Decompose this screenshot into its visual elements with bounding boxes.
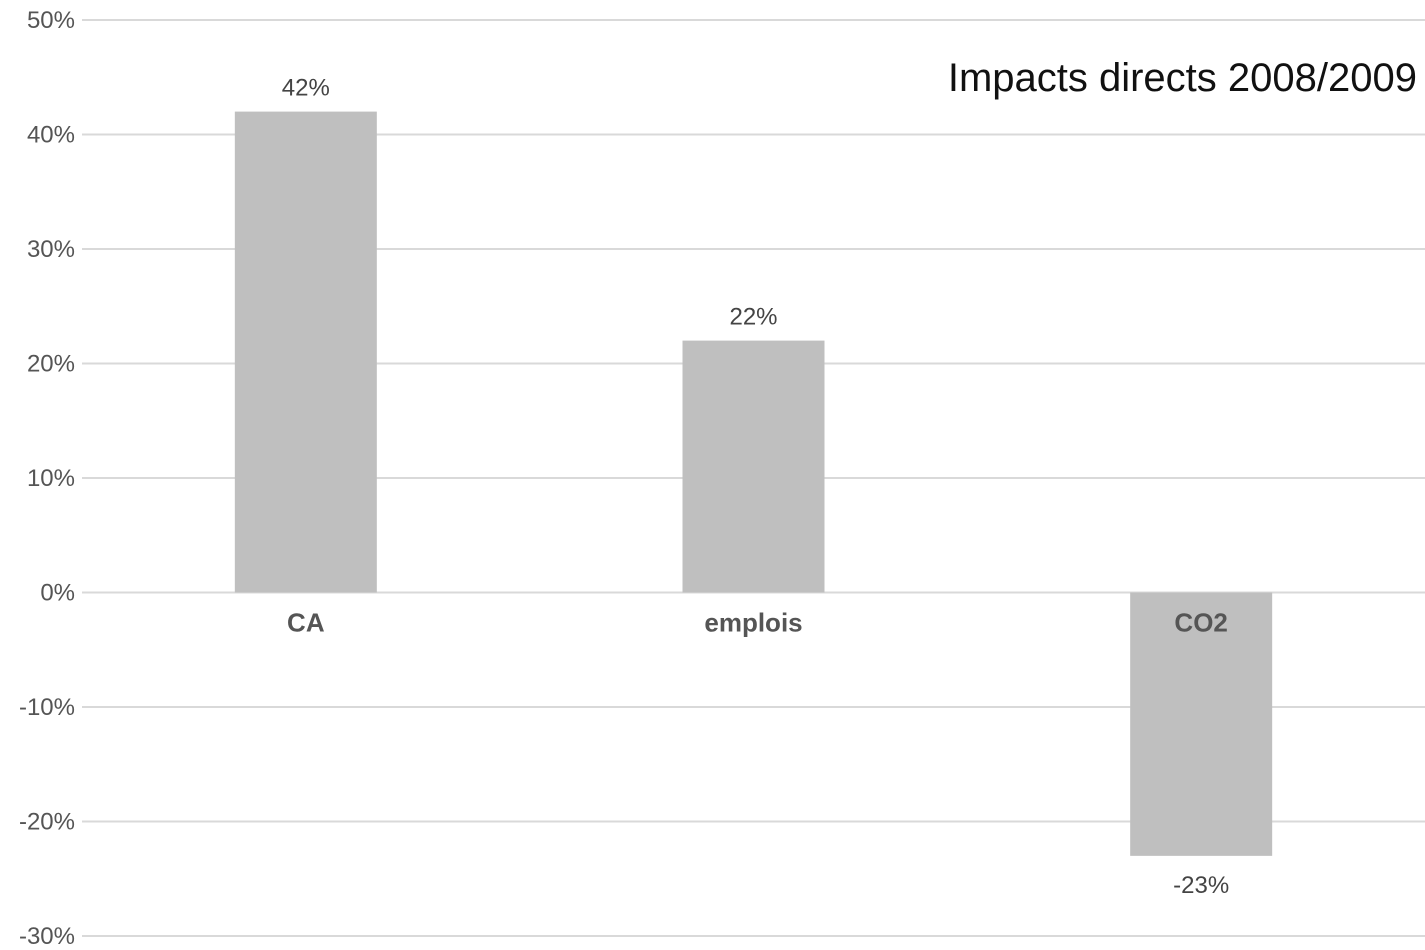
data-label: -23% (1173, 872, 1229, 899)
bar (234, 111, 377, 593)
data-label: 42% (282, 75, 330, 102)
y-tick-label: 50% (27, 7, 75, 34)
y-tick-label: -10% (19, 694, 75, 721)
y-tick-label: -20% (19, 809, 75, 836)
category-label: emplois (704, 608, 802, 638)
y-tick-label: -30% (19, 923, 75, 950)
data-labels: 42% 22% -23% (282, 75, 1229, 899)
category-label: CO2 (1174, 608, 1227, 638)
chart-title: Impacts directs 2008/2009 (947, 56, 1417, 100)
y-tick-label: 20% (27, 351, 75, 378)
bars (234, 111, 1273, 856)
y-tick-label: 30% (27, 236, 75, 263)
y-axis-ticks: 50% 40% 30% 20% 10% 0% -10% -20% -30% (19, 7, 75, 950)
y-tick-label: 40% (27, 122, 75, 149)
y-tick-label: 10% (27, 465, 75, 492)
category-label: CA (287, 608, 325, 638)
category-labels: CA emplois CO2 (287, 608, 1228, 638)
data-label: 22% (729, 304, 777, 331)
y-tick-label: 0% (40, 580, 75, 607)
bar (682, 340, 825, 593)
bar (1130, 592, 1273, 856)
